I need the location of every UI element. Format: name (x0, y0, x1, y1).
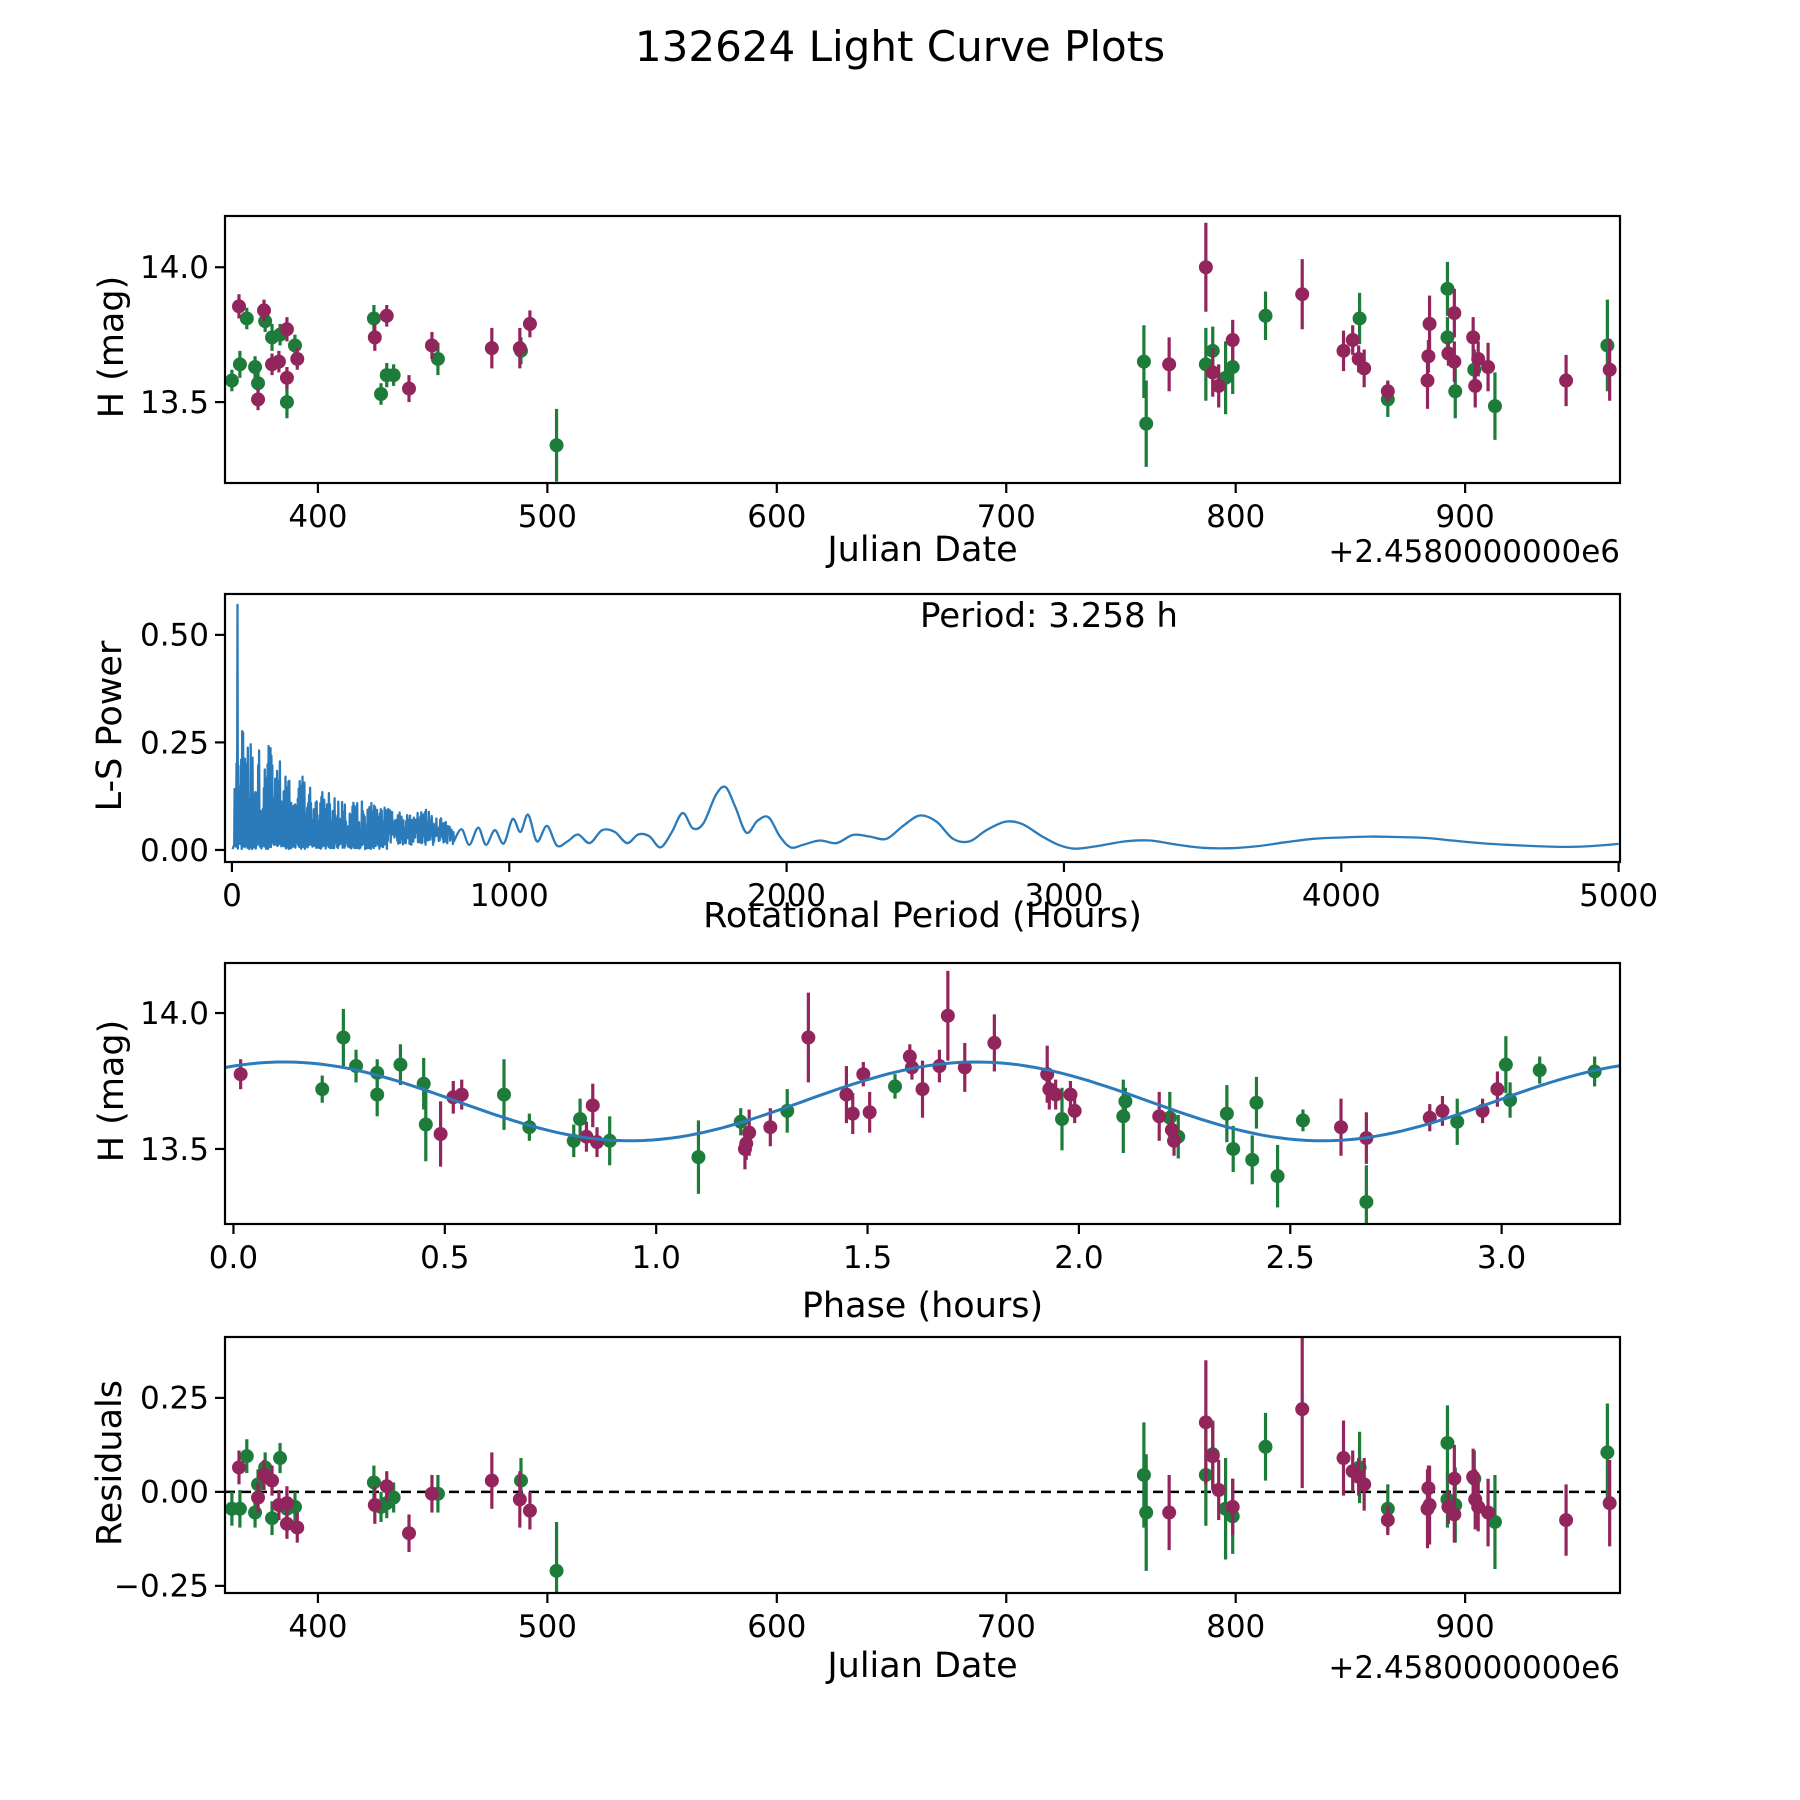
svg-text:−0.25: −0.25 (114, 1569, 209, 1605)
svg-text:800: 800 (1206, 1609, 1265, 1645)
svg-text:0: 0 (222, 878, 242, 914)
svg-text:0.00: 0.00 (140, 833, 209, 869)
svg-text:3.0: 3.0 (1477, 1240, 1526, 1276)
svg-text:5000: 5000 (1579, 878, 1658, 914)
svg-text:700: 700 (977, 499, 1036, 535)
svg-text:800: 800 (1206, 499, 1265, 535)
svg-text:0.5: 0.5 (420, 1240, 469, 1276)
panel1-xlabel: Julian Date (827, 530, 1018, 570)
svg-text:14.0: 14.0 (140, 996, 209, 1032)
svg-text:0.00: 0.00 (140, 1475, 209, 1511)
svg-text:0.0: 0.0 (209, 1240, 258, 1276)
panel1-ylabel: H (mag) (92, 275, 132, 419)
panel3-xlabel: Phase (hours) (801, 1286, 1044, 1326)
svg-text:1.0: 1.0 (632, 1240, 681, 1276)
svg-text:2.0: 2.0 (1054, 1240, 1103, 1276)
svg-text:400: 400 (288, 499, 347, 535)
svg-text:13.5: 13.5 (140, 1132, 209, 1168)
svg-text:700: 700 (977, 1609, 1036, 1645)
panel2-xlabel: Rotational Period (Hours) (703, 896, 1142, 936)
panel4-xlabel: Julian Date (827, 1646, 1018, 1686)
panel-phase-curve: 0.0 0.5 1.0 1.5 2.0 2.5 3.0 13.5 14.0 (140, 961, 1622, 1276)
panel4-ylabel: Residuals (90, 1379, 130, 1547)
svg-text:600: 600 (747, 499, 806, 535)
svg-text:4000: 4000 (1302, 878, 1381, 914)
panel3-ylabel: H (mag) (92, 1019, 132, 1163)
panel2-ylabel: L-S Power (90, 640, 130, 812)
svg-text:600: 600 (747, 1609, 806, 1645)
svg-text:500: 500 (518, 499, 577, 535)
svg-text:900: 900 (1436, 1609, 1495, 1645)
svg-text:2000: 2000 (747, 878, 826, 914)
svg-text:0.50: 0.50 (140, 618, 209, 654)
svg-text:14.0: 14.0 (140, 250, 209, 286)
svg-text:1.5: 1.5 (843, 1240, 892, 1276)
svg-text:0.25: 0.25 (140, 725, 209, 761)
svg-text:2.5: 2.5 (1266, 1240, 1315, 1276)
panel1-axis-offset: +2.4580000000e6 (1328, 534, 1620, 570)
svg-text:1000: 1000 (470, 878, 549, 914)
period-annotation: Period: 3.258 h (920, 596, 1178, 636)
svg-text:0.25: 0.25 (140, 1381, 209, 1417)
svg-text:900: 900 (1436, 499, 1495, 535)
panel-residuals: 400 500 600 700 800 900 −0.25 0.00 0.25 (114, 1335, 1622, 1645)
panel4-axis-offset: +2.4580000000e6 (1328, 1650, 1620, 1686)
svg-text:500: 500 (518, 1609, 577, 1645)
svg-text:3000: 3000 (1024, 878, 1103, 914)
svg-text:13.5: 13.5 (140, 385, 209, 421)
panel-periodogram: 0 1000 2000 3000 4000 5000 0.00 0.25 0.50 (140, 592, 1658, 914)
figure-title: 132624 Light Curve Plots (634, 22, 1166, 71)
svg-text:400: 400 (288, 1609, 347, 1645)
panel-light-curve: 400 500 600 700 800 900 13.5 14.0 (140, 214, 1622, 535)
